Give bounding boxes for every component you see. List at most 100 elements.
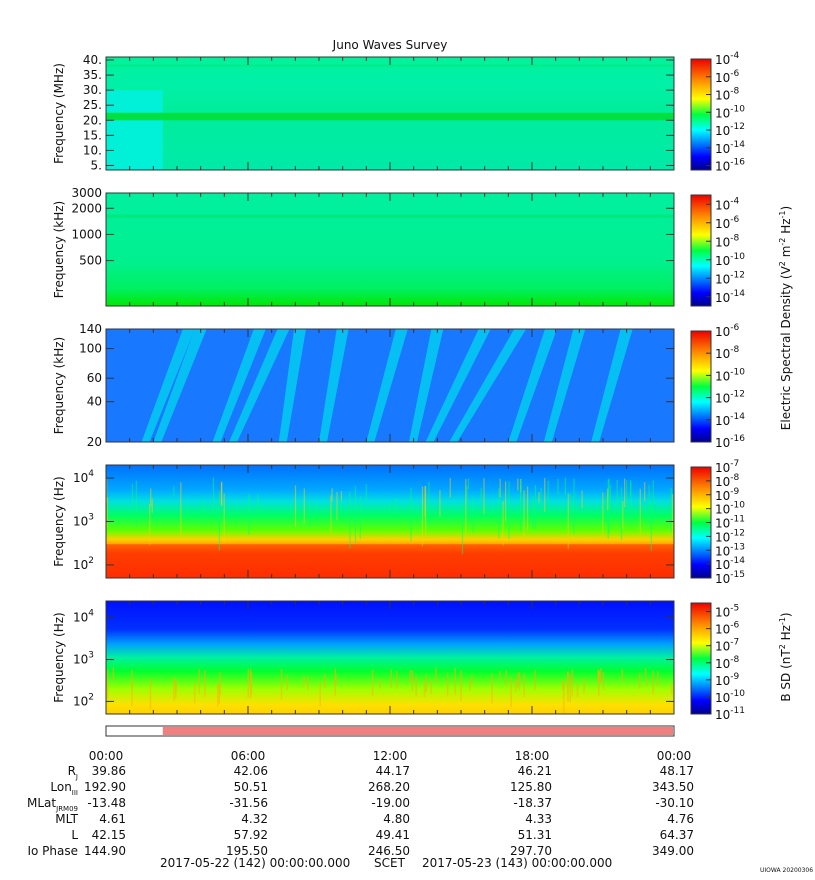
spectrogram-streak bbox=[483, 478, 485, 515]
ephemeris-value: 42.15 bbox=[92, 828, 126, 842]
y-tick-label: 30. bbox=[83, 83, 102, 97]
ephemeris-value: 246.50 bbox=[368, 844, 410, 858]
ephemeris-value: 4.32 bbox=[241, 812, 268, 826]
y-axis-label: Frequency (kHz) bbox=[52, 201, 66, 298]
spectrogram-streak bbox=[415, 675, 417, 697]
spectrogram-streak bbox=[202, 500, 205, 524]
ephemeris-value: 4.61 bbox=[99, 812, 126, 826]
spectrogram-streak bbox=[371, 669, 374, 696]
spectrogram-streak bbox=[467, 478, 469, 490]
spectrogram-streak bbox=[220, 482, 223, 505]
y-tick-label: 103 bbox=[73, 513, 94, 529]
ephemeris-value: 42.06 bbox=[234, 764, 268, 778]
spectrogram-streak bbox=[131, 670, 133, 687]
spectrogram-streak bbox=[454, 667, 456, 696]
spectrogram-streak bbox=[449, 477, 451, 498]
colorbar-tick-label: 10-14 bbox=[715, 140, 745, 156]
colorbar-tick-label: 10-10 bbox=[715, 104, 745, 120]
y-tick-label: 25. bbox=[83, 98, 102, 112]
spectrogram-streak bbox=[602, 671, 605, 690]
ephemeris-value: 49.41 bbox=[376, 828, 410, 842]
y-tick-label: 1000 bbox=[71, 227, 102, 241]
ephemeris-value: 192.90 bbox=[84, 780, 126, 794]
spectrogram-streak bbox=[323, 674, 326, 689]
magnetic-colorbar-label: B SD (nT2 Hz-1) bbox=[778, 612, 793, 701]
spectrogram-streak bbox=[602, 492, 604, 537]
colorbar-tick-label: 10-11 bbox=[715, 706, 745, 722]
y-tick-label: 104 bbox=[73, 609, 94, 625]
colorbar-scale bbox=[690, 194, 712, 307]
emission-streak bbox=[212, 329, 266, 442]
spectrogram-streak bbox=[646, 677, 648, 687]
spectrogram-streak bbox=[520, 478, 522, 532]
spectrogram-streak bbox=[466, 485, 468, 522]
ephemeris-value: 343.50 bbox=[652, 780, 694, 794]
spectrogram-streak bbox=[563, 681, 565, 713]
mode-bar-fill bbox=[162, 727, 674, 735]
spectrogram-streak bbox=[652, 670, 654, 694]
colorbar-3: 10-6 10-8 10-10 10-12 10-14 10-16 bbox=[690, 323, 745, 450]
spectrogram-streak bbox=[650, 502, 652, 551]
spectrogram-streak bbox=[461, 503, 464, 554]
spectrogram-streak bbox=[151, 498, 153, 513]
emission-streak bbox=[543, 329, 586, 442]
y-axis-label: Frequency (kHz) bbox=[52, 337, 66, 434]
y-axis-label: Frequency (MHz) bbox=[52, 63, 66, 164]
spectrogram-streak bbox=[150, 488, 152, 507]
ephemeris-value: 50.51 bbox=[234, 780, 268, 794]
spectrogram-streak bbox=[423, 681, 426, 698]
time-axis-labels: 00:00 06:00 12:00 18:00 00:00 bbox=[89, 749, 692, 763]
spectrogram-streak bbox=[349, 491, 351, 549]
spectrogram-streak bbox=[648, 485, 650, 525]
y-tick-label: 40. bbox=[83, 53, 102, 67]
spectrogram-streak bbox=[604, 498, 606, 524]
colorbar-tick-label: 10-5 bbox=[715, 604, 739, 620]
spectrogram-streak bbox=[446, 672, 449, 697]
spectrogram-streak bbox=[250, 672, 253, 695]
spectrogram-streak bbox=[218, 683, 221, 704]
spectrogram-streak bbox=[294, 485, 297, 527]
spectrogram-streak bbox=[180, 482, 182, 537]
spectrogram-streak bbox=[471, 675, 473, 685]
panel-5: 104 103 102 Frequency (Hz) bbox=[52, 600, 675, 715]
y-tick-label: 500 bbox=[79, 254, 102, 268]
spectrogram-streak bbox=[439, 490, 441, 517]
spectrogram-streak bbox=[198, 669, 201, 694]
y-axis-label: Frequency (Hz) bbox=[52, 476, 66, 567]
ephemeris-value: 349.00 bbox=[652, 844, 694, 858]
ephemeris-value: 144.90 bbox=[84, 844, 126, 858]
y-tick-label: 15. bbox=[83, 128, 102, 142]
colorbar-tick-label: 10-8 bbox=[715, 473, 740, 489]
ephemeris-value: 46.21 bbox=[518, 764, 552, 778]
spectrogram-streak bbox=[598, 671, 600, 683]
spectrogram-streak bbox=[671, 494, 674, 536]
colorbar-tick-label: 10-6 bbox=[715, 215, 740, 231]
emission-streak bbox=[229, 329, 290, 442]
emission-streak bbox=[141, 329, 195, 442]
spectrogram-early-block bbox=[106, 90, 163, 170]
spectrogram-streak bbox=[472, 497, 474, 533]
spectrogram-streak bbox=[534, 485, 537, 530]
colorbar-tick-label: 10-8 bbox=[715, 345, 740, 361]
footer-end-time: 2017-05-23 (143) 00:00:00.000 bbox=[422, 856, 612, 870]
spectrogram-streak bbox=[340, 499, 343, 522]
ephemeris-value: 195.50 bbox=[226, 844, 268, 858]
spectrogram-streak bbox=[435, 667, 437, 683]
spectrogram-streak bbox=[365, 484, 367, 502]
spectrogram-streak bbox=[534, 669, 536, 691]
spectrogram-streak bbox=[340, 491, 343, 502]
y-tick-label: 60 bbox=[87, 371, 102, 385]
ephemeris-label: Io Phase bbox=[27, 844, 78, 858]
spectrogram-streak bbox=[571, 669, 574, 697]
spectrogram-streak bbox=[505, 670, 507, 686]
spectrogram-streak bbox=[626, 480, 628, 523]
time-tick-label: 00:00 bbox=[89, 749, 124, 763]
spectrogram-streak bbox=[567, 671, 569, 694]
y-tick-label: 3000 bbox=[71, 186, 102, 200]
y-axis-label: Frequency (Hz) bbox=[52, 612, 66, 703]
spectrogram-streak bbox=[561, 680, 564, 690]
time-tick-label: 12:00 bbox=[373, 749, 408, 763]
colorbar-scale bbox=[690, 58, 712, 171]
emission-streak bbox=[319, 329, 349, 442]
